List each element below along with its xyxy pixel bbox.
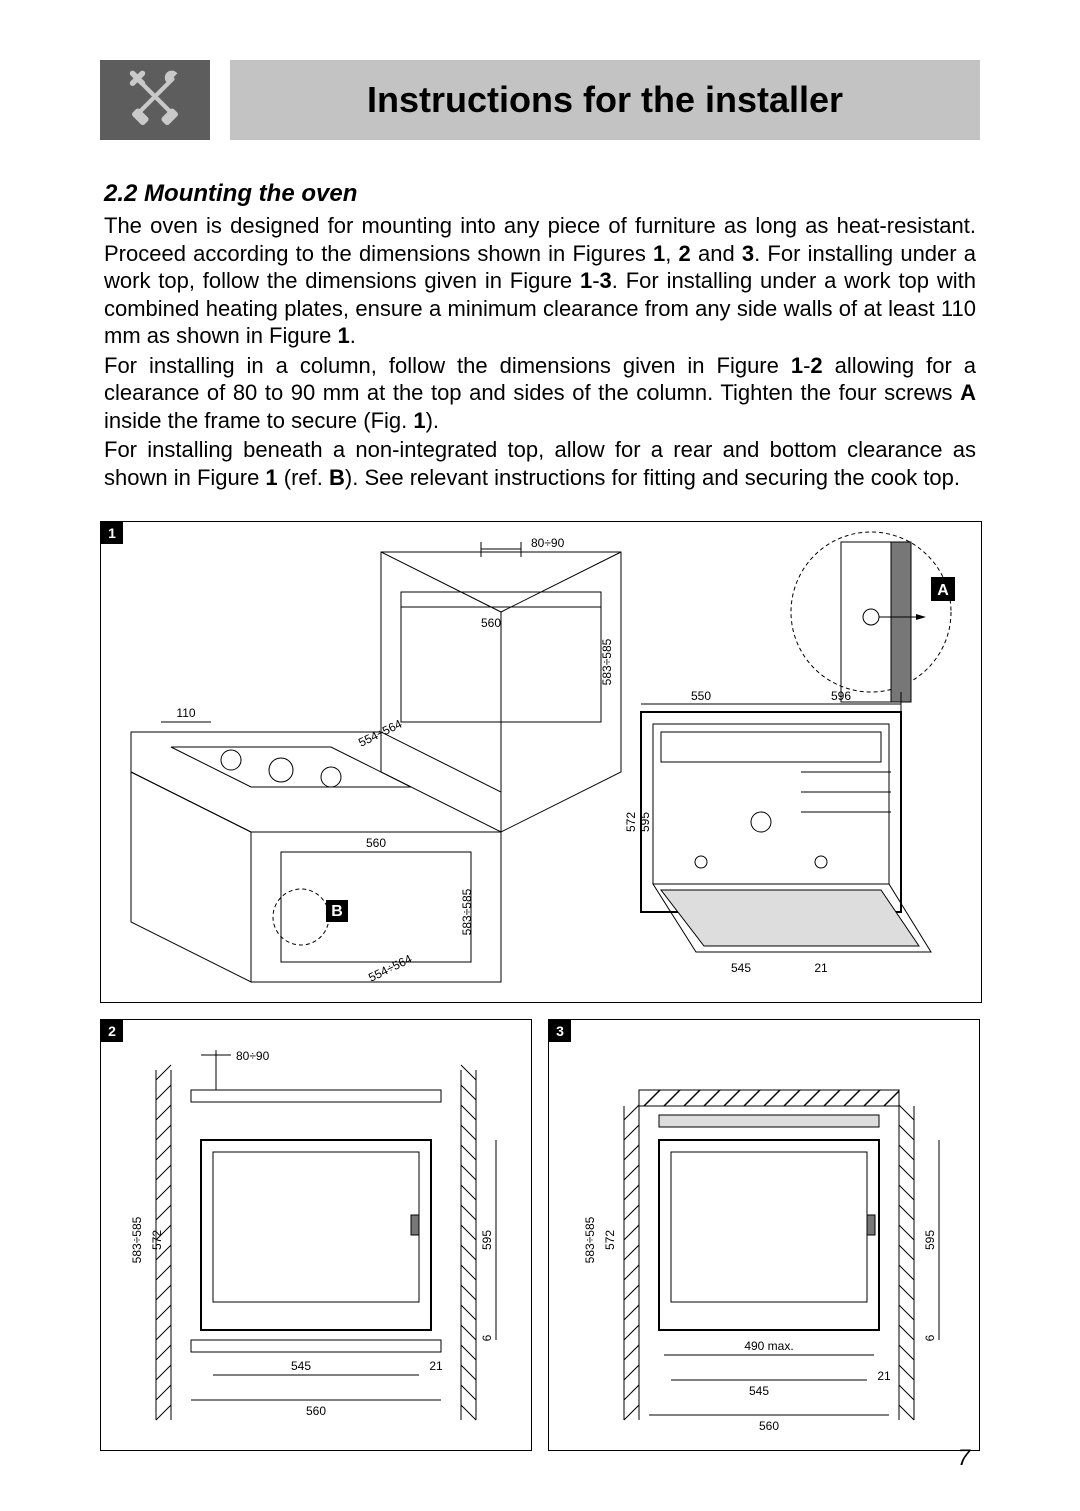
page-title: Instructions for the installer (230, 60, 980, 140)
svg-text:545: 545 (749, 1384, 769, 1398)
svg-text:560: 560 (306, 1404, 326, 1418)
svg-text:545: 545 (291, 1359, 311, 1373)
svg-text:A: A (937, 582, 949, 599)
svg-text:572: 572 (624, 812, 638, 832)
figures: 1 560 (100, 521, 980, 1451)
svg-text:572: 572 (603, 1230, 617, 1250)
section-heading: 2.2 Mounting the oven (100, 180, 980, 208)
page: Instructions for the installer 2.2 Mount… (0, 0, 1080, 1511)
header: Instructions for the installer (100, 60, 980, 140)
svg-text:80÷90: 80÷90 (236, 1049, 270, 1063)
svg-text:554÷564: 554÷564 (356, 717, 404, 750)
figure-label-3: 3 (549, 1020, 571, 1042)
svg-text:595: 595 (480, 1230, 494, 1250)
paragraph-1: The oven is designed for mounting into a… (104, 212, 976, 350)
figure-label-1: 1 (101, 522, 123, 544)
figure-label-2: 2 (101, 1020, 123, 1042)
paragraph-2: For installing in a column, follow the d… (104, 352, 976, 435)
svg-text:560: 560 (481, 616, 501, 630)
svg-text:583÷585: 583÷585 (130, 1216, 144, 1263)
figure-2-diagram: 80÷90 583÷585 572 595 6 545 21 560 (101, 1020, 531, 1450)
svg-text:21: 21 (877, 1369, 891, 1383)
svg-text:6: 6 (480, 1334, 494, 1341)
svg-text:21: 21 (429, 1359, 443, 1373)
svg-text:572: 572 (150, 1230, 164, 1250)
svg-text:583÷585: 583÷585 (460, 888, 474, 935)
svg-text:595: 595 (638, 812, 652, 832)
section-number: 2.2 (104, 180, 137, 207)
page-number: 7 (958, 1445, 970, 1471)
figure-2: 2 (100, 1019, 532, 1451)
tools-icon (100, 60, 210, 140)
svg-text:110: 110 (176, 706, 195, 720)
body-text: The oven is designed for mounting into a… (100, 212, 980, 491)
svg-text:80÷90: 80÷90 (531, 536, 565, 550)
svg-text:21: 21 (814, 961, 828, 975)
svg-text:6: 6 (923, 1334, 937, 1341)
svg-text:545: 545 (731, 961, 751, 975)
svg-text:490 max.: 490 max. (744, 1339, 793, 1353)
svg-text:583÷585: 583÷585 (600, 638, 614, 685)
svg-text:554÷564: 554÷564 (366, 952, 414, 985)
section-title-text: Mounting the oven (144, 180, 357, 207)
figure-3: 3 (548, 1019, 980, 1451)
figure-3-diagram: 583÷585 572 595 6 490 max. 545 21 560 (549, 1020, 979, 1450)
svg-text:595: 595 (923, 1230, 937, 1250)
figure-1-diagram: 560 80÷90 583÷585 (101, 522, 981, 1002)
paragraph-3: For installing beneath a non-integrated … (104, 436, 976, 491)
figure-1: 1 560 (100, 521, 982, 1003)
svg-text:583÷585: 583÷585 (583, 1216, 597, 1263)
svg-text:560: 560 (759, 1419, 779, 1433)
svg-text:550: 550 (691, 689, 711, 703)
svg-text:B: B (331, 903, 343, 920)
svg-text:560: 560 (366, 836, 386, 850)
